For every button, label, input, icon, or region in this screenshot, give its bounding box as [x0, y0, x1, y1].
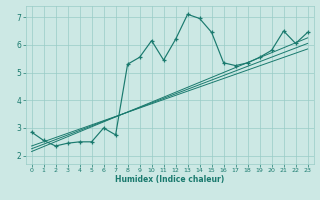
X-axis label: Humidex (Indice chaleur): Humidex (Indice chaleur) [115, 175, 224, 184]
